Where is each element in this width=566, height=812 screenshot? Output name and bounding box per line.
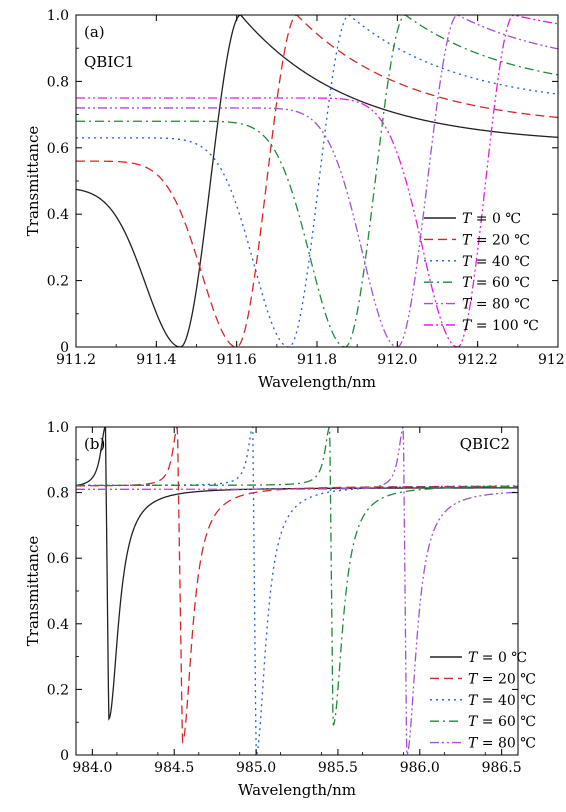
panel-label: (a)	[84, 23, 105, 41]
legend-var: T	[462, 254, 473, 270]
series-line-3	[76, 427, 518, 726]
legend-var: T	[468, 736, 479, 752]
legend-entry-1: T = 20 ℃	[462, 232, 530, 248]
legend-entry-2: T = 40 ℃	[468, 693, 536, 709]
legend-var: T	[462, 275, 473, 291]
series-line-2	[76, 15, 558, 347]
legend-eq: = 20 ℃	[471, 232, 530, 248]
y-tick-label: 0.4	[47, 617, 69, 633]
legend-eq: = 60 ℃	[477, 714, 536, 730]
legend-eq: = 80 ℃	[471, 297, 530, 313]
y-tick-label: 0.2	[47, 274, 69, 290]
series-line-4	[76, 427, 518, 755]
y-axis-label: Transmittance	[24, 536, 42, 647]
legend-eq: = 100 ℃	[471, 318, 538, 334]
plot-area	[76, 15, 558, 347]
x-axis-label: Wavelength/nm	[238, 781, 356, 799]
legend-entry-0: T = 0 ℃	[468, 650, 527, 666]
x-tick-label: 912.4	[538, 352, 566, 368]
x-tick-label: 986.5	[482, 760, 522, 776]
legend-var: T	[468, 693, 479, 709]
legend-entry-3: T = 60 ℃	[468, 714, 536, 730]
legend-var: T	[468, 671, 479, 687]
series-line-0	[76, 427, 518, 721]
mode-annotation: QBIC1	[84, 53, 134, 71]
x-tick-label: 912.2	[458, 352, 498, 368]
legend-eq: = 0 ℃	[477, 650, 527, 666]
y-tick-label: 0	[60, 340, 69, 356]
x-tick-label: 985.5	[318, 760, 358, 776]
x-tick-label: 986.0	[400, 760, 440, 776]
x-tick-label: 911.2	[56, 352, 96, 368]
legend-eq: = 80 ℃	[477, 736, 536, 752]
y-tick-label: 0.8	[47, 486, 69, 502]
y-tick-label: 0.6	[47, 551, 69, 567]
legend-entry-1: T = 20 ℃	[468, 671, 536, 687]
y-tick-label: 0.2	[47, 682, 69, 698]
y-tick-label: 0.6	[47, 141, 69, 157]
legend-entry-4: T = 80 ℃	[462, 297, 530, 313]
series-line-1	[76, 427, 518, 744]
legend: T = 0 ℃T = 20 ℃T = 40 ℃T = 60 ℃T = 80 ℃	[430, 650, 536, 752]
legend-entry-4: T = 80 ℃	[468, 736, 536, 752]
legend-var: T	[468, 714, 479, 730]
y-tick-label: 0.4	[47, 207, 69, 223]
legend-var: T	[462, 211, 473, 227]
panel-a-chart: 911.2 911.4 911.6 911.8 912.0 912.2 912.4 0 0.2 0…	[24, 8, 566, 391]
series-line-0	[76, 15, 558, 347]
x-tick-label: 984.0	[72, 760, 112, 776]
y-tick-label: 1.0	[47, 420, 69, 436]
x-axis-label: Wavelength/nm	[258, 373, 376, 391]
y-tick-label: 1.0	[47, 8, 69, 24]
legend-entry-0: T = 0 ℃	[462, 211, 521, 227]
panel-label: (b)	[84, 435, 105, 453]
plot-area	[76, 427, 518, 755]
y-axis-label: Transmittance	[24, 126, 42, 237]
x-tick-label: 911.4	[136, 352, 176, 368]
series-line-3	[76, 15, 558, 347]
legend-var: T	[462, 297, 473, 313]
series-line-1	[76, 15, 558, 347]
x-tick-label: 911.6	[217, 352, 257, 368]
x-tick-label: 984.5	[154, 760, 194, 776]
y-tick-label: 0.8	[47, 74, 69, 90]
legend-eq: = 60 ℃	[471, 275, 530, 291]
plot-frame	[75, 426, 519, 756]
panel-b-chart: 984.0 984.5 985.0 985.5 986.0 986.5 0 0.2 0.4 0.6…	[24, 420, 536, 799]
legend-eq: = 40 ℃	[471, 254, 530, 270]
legend-eq: = 0 ℃	[471, 211, 521, 227]
legend-eq: = 40 ℃	[477, 693, 536, 709]
legend-entry-2: T = 40 ℃	[462, 254, 530, 270]
legend-eq: = 20 ℃	[477, 671, 536, 687]
mode-annotation: QBIC2	[460, 435, 510, 453]
legend-var: T	[462, 232, 473, 248]
legend-entry-3: T = 60 ℃	[462, 275, 530, 291]
legend: T = 0 ℃T = 20 ℃T = 40 ℃T = 60 ℃T = 80 ℃T…	[424, 211, 539, 334]
x-tick-label: 912.0	[377, 352, 417, 368]
legend-var: T	[468, 650, 479, 666]
series-line-2	[76, 427, 518, 755]
legend-entry-5: T = 100 ℃	[462, 318, 539, 334]
series-line-4	[76, 15, 558, 347]
x-tick-label: 985.0	[236, 760, 276, 776]
legend-var: T	[462, 318, 473, 334]
y-tick-label: 0	[60, 748, 69, 764]
x-tick-label: 911.8	[297, 352, 337, 368]
